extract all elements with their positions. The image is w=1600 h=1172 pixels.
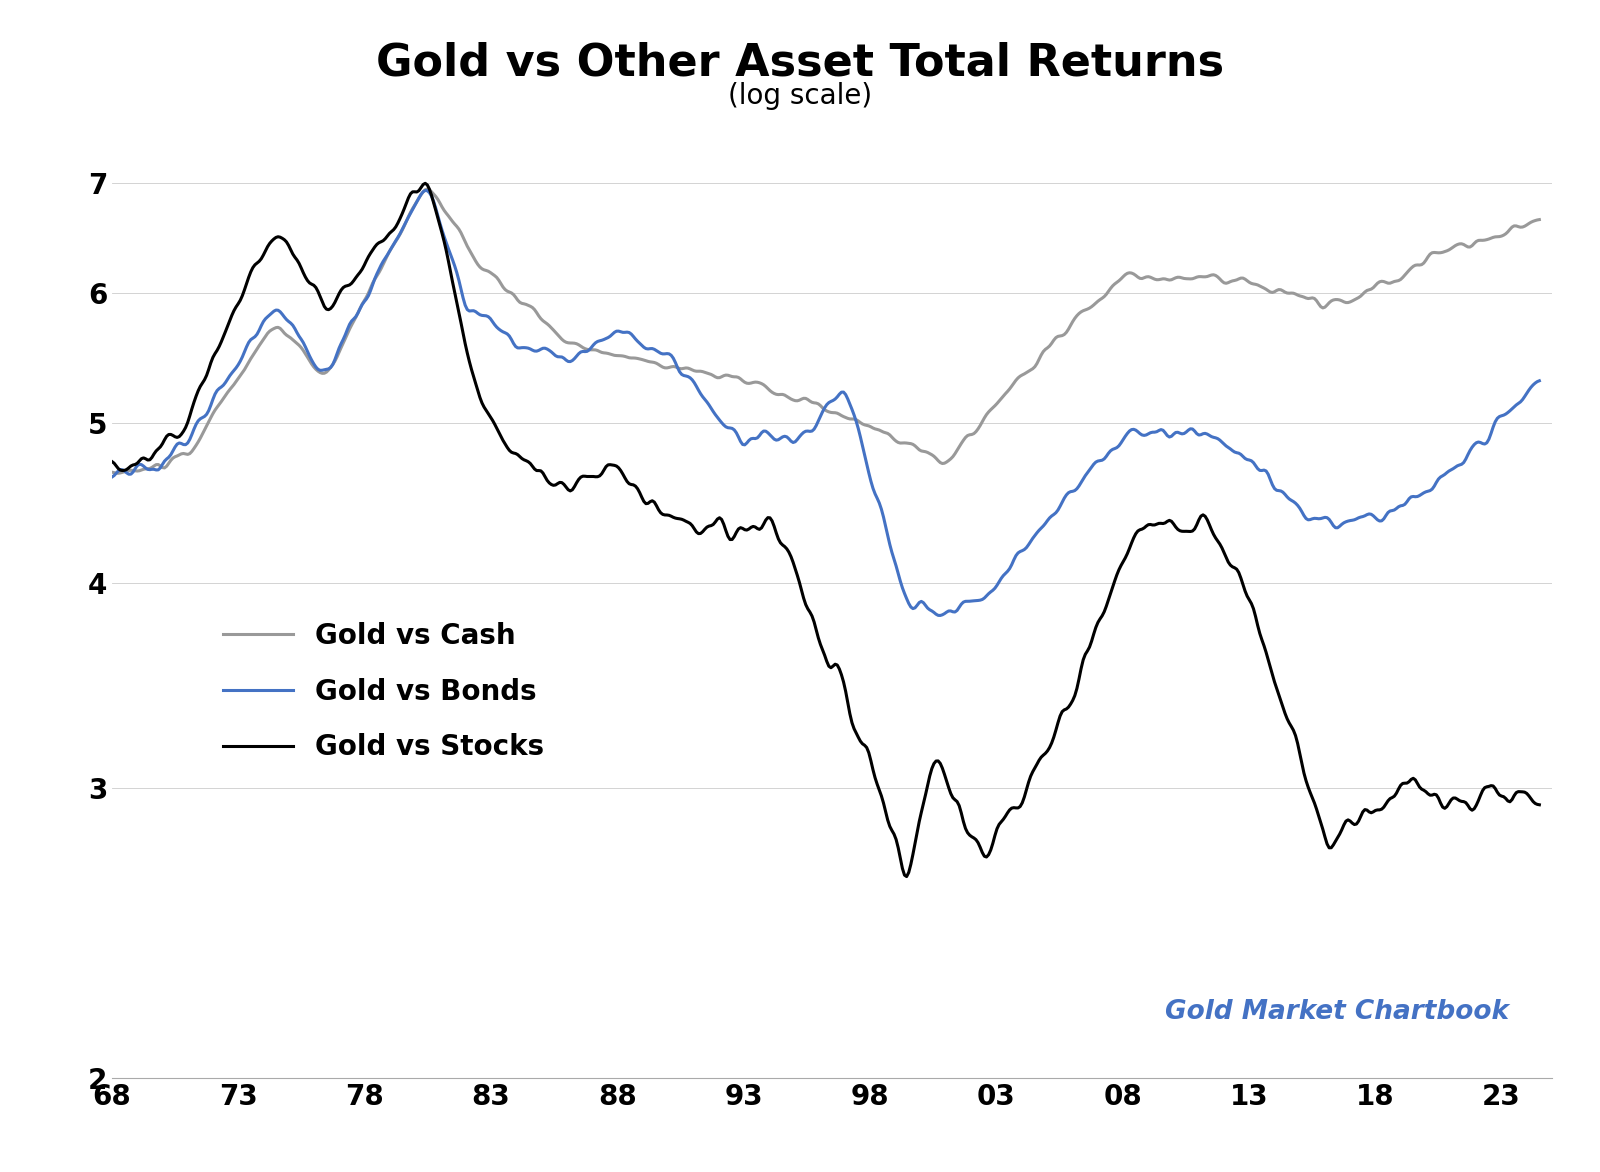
Gold vs Bonds bbox=[1374, 512, 1394, 526]
Gold vs Stocks bbox=[416, 176, 435, 190]
Text: (log scale): (log scale) bbox=[728, 82, 872, 110]
Gold vs Cash bbox=[1427, 246, 1446, 260]
Gold vs Cash bbox=[1210, 272, 1229, 286]
Gold vs Bonds bbox=[1427, 476, 1446, 490]
Text: Gold Market Chartbook: Gold Market Chartbook bbox=[1165, 999, 1509, 1024]
Gold vs Stocks bbox=[390, 212, 410, 226]
Text: Gold vs Other Asset Total Returns: Gold vs Other Asset Total Returns bbox=[376, 41, 1224, 84]
Gold vs Cash bbox=[1280, 286, 1299, 300]
Gold vs Bonds bbox=[1210, 434, 1229, 448]
Gold vs Stocks bbox=[1374, 800, 1394, 815]
Gold vs Cash bbox=[1374, 274, 1394, 288]
Gold vs Bonds bbox=[1162, 429, 1181, 443]
Gold vs Stocks bbox=[1210, 537, 1229, 551]
Gold vs Bonds bbox=[390, 226, 410, 240]
Gold vs Cash bbox=[102, 465, 122, 479]
Gold vs Bonds bbox=[102, 470, 122, 484]
Gold vs Bonds bbox=[931, 608, 950, 622]
Gold vs Stocks bbox=[1427, 788, 1446, 802]
Gold vs Cash bbox=[1530, 212, 1549, 226]
Gold vs Bonds bbox=[416, 183, 435, 197]
Line: Gold vs Cash: Gold vs Cash bbox=[112, 189, 1539, 473]
Gold vs Cash bbox=[1162, 273, 1181, 287]
Gold vs Bonds bbox=[1280, 492, 1299, 506]
Gold vs Cash bbox=[109, 466, 128, 481]
Gold vs Stocks bbox=[102, 455, 122, 469]
Gold vs Bonds bbox=[1530, 374, 1549, 388]
Line: Gold vs Bonds: Gold vs Bonds bbox=[112, 190, 1539, 615]
Gold vs Stocks bbox=[898, 870, 917, 884]
Legend: Gold vs Cash, Gold vs Bonds, Gold vs Stocks: Gold vs Cash, Gold vs Bonds, Gold vs Sto… bbox=[213, 611, 555, 772]
Gold vs Cash bbox=[392, 224, 411, 238]
Line: Gold vs Stocks: Gold vs Stocks bbox=[112, 183, 1539, 877]
Gold vs Stocks bbox=[1162, 515, 1181, 529]
Gold vs Stocks bbox=[1530, 798, 1549, 812]
Gold vs Cash bbox=[418, 182, 437, 196]
Gold vs Stocks bbox=[1280, 716, 1299, 730]
